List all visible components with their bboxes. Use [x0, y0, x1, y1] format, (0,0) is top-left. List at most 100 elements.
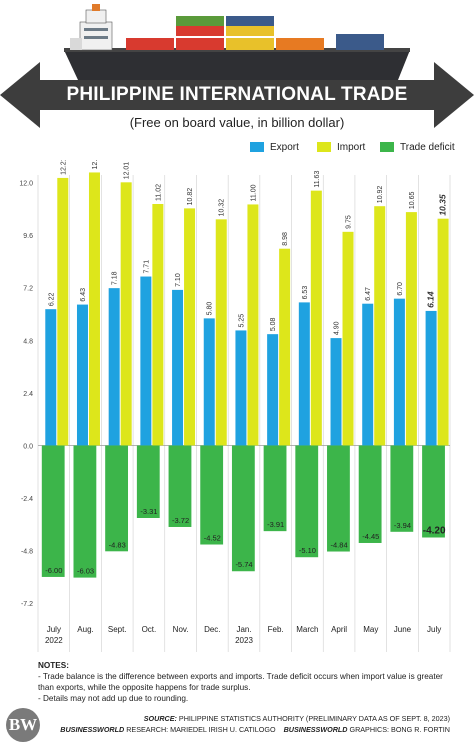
- credits-line: BUSINESSWORLD RESEARCH: MARIEDEL IRISH U…: [60, 725, 450, 734]
- deficit-value-label: -4.45: [362, 532, 379, 541]
- legend-item-import: Import: [317, 141, 365, 155]
- graphics-label-2: GRAPHICS:: [349, 725, 390, 734]
- deficit-value-label: -6.00: [45, 566, 62, 575]
- deficit-value-label: -6.03: [77, 567, 94, 576]
- export-value-label: 7.18: [112, 271, 119, 285]
- export-value-label: 6.14: [426, 291, 436, 308]
- y-tick-label: 4.8: [23, 338, 33, 345]
- notes-block: NOTES: - Trade balance is the difference…: [38, 660, 458, 704]
- source-line: SOURCE: PHILIPPINE STATISTICS AUTHORITY …: [144, 714, 450, 723]
- import-bar: [405, 212, 417, 446]
- export-bar: [45, 309, 57, 446]
- chart-title: PHILIPPINE INTERNATIONAL TRADE: [66, 84, 408, 105]
- header-illustration: [0, 4, 474, 128]
- export-bar: [235, 330, 247, 446]
- legend-label-import: Import: [337, 142, 366, 153]
- export-value-label: 4.90: [334, 321, 341, 335]
- deficit-value-label: -3.94: [394, 521, 411, 530]
- graphics-name: BONG R. FORTIN: [391, 725, 450, 734]
- research-label-2: RESEARCH:: [126, 725, 169, 734]
- trade-bar-chart: 12.0 9.6 7.2 4.8 2.4 0.0 -2.4 -4.8 -7.2 6.22 12.21…: [19, 160, 451, 652]
- export-bar: [203, 318, 215, 446]
- y-tick-label: -4.8: [21, 549, 33, 556]
- export-bar: [172, 289, 184, 446]
- y-tick-label: 0.0: [23, 443, 33, 450]
- import-bar: [57, 177, 69, 446]
- deficit-value-label: -3.72: [172, 516, 189, 525]
- deficit-bar: [136, 445, 160, 518]
- export-value-label: 5.80: [207, 302, 214, 316]
- legend-swatch-deficit: [380, 142, 394, 153]
- legend-label-deficit: Trade deficit: [400, 142, 455, 153]
- export-value-label: 7.10: [175, 273, 182, 287]
- import-bar: [247, 204, 259, 446]
- export-value-label: 7.71: [143, 260, 150, 274]
- deficit-value-label: -4.52: [204, 534, 221, 543]
- export-value-label: 6.53: [302, 286, 309, 300]
- import-value-label: 12.21: [60, 160, 67, 175]
- export-bar: [362, 303, 374, 446]
- source-label: SOURCE:: [143, 714, 177, 723]
- deficit-bar: [231, 445, 255, 572]
- import-value-label: 11.00: [250, 184, 257, 201]
- legend-item-deficit: Trade deficit: [380, 141, 455, 155]
- businessworld-logo: BW: [6, 708, 40, 742]
- import-value-label: 8.98: [282, 232, 289, 246]
- deficit-bar: [168, 445, 192, 527]
- cargo-ship-icon: [64, 4, 410, 80]
- deficit-bar: [390, 445, 414, 532]
- export-bar: [330, 338, 342, 446]
- import-bar: [152, 204, 164, 446]
- x-category-label: 2023: [235, 636, 253, 645]
- source-text: PHILIPPINE STATISTICS AUTHORITY (PRELIMI…: [178, 714, 450, 723]
- deficit-value-label: -5.10: [299, 546, 316, 555]
- x-category-label: March: [296, 625, 318, 634]
- import-value-label: 9.75: [346, 215, 353, 229]
- y-tick-label: 7.2: [23, 286, 33, 293]
- import-bar: [342, 231, 354, 446]
- import-value-label: 12.01: [124, 162, 131, 180]
- import-value-label: 10.82: [187, 188, 194, 206]
- x-category-label: Jan.: [236, 625, 251, 634]
- legend-swatch-import: [317, 142, 331, 153]
- x-category-label: June: [394, 625, 412, 634]
- deficit-value-label: -4.20: [423, 526, 446, 537]
- y-tick-label: 9.6: [23, 233, 33, 240]
- deficit-value-label: -3.91: [267, 520, 284, 529]
- import-value-label: 10.65: [409, 191, 416, 209]
- x-category-label: May: [363, 625, 378, 634]
- import-bar: [215, 219, 227, 446]
- legend-item-export: Export: [250, 141, 299, 155]
- notes-line-2: - Details may not add up due to rounding…: [38, 694, 189, 703]
- graphics-label: BUSINESSWORLD: [283, 725, 348, 734]
- export-bar: [393, 298, 405, 446]
- import-value-label: 11.63: [314, 171, 321, 188]
- deficit-value-label: -3.31: [140, 507, 157, 516]
- deficit-bar: [358, 445, 382, 543]
- deficit-value-label: -4.84: [331, 541, 348, 550]
- research-name: MARIEDEL IRISH U. CATILOGO: [170, 725, 276, 734]
- x-category-label: Sept.: [108, 625, 127, 634]
- export-value-label: 6.47: [365, 287, 372, 301]
- deficit-bar: [295, 445, 319, 558]
- title-banner: [0, 62, 474, 128]
- x-category-label: July: [427, 625, 441, 634]
- import-value-label: 12.46: [92, 160, 99, 169]
- x-category-label: July: [47, 625, 61, 634]
- y-tick-label: 12.0: [19, 181, 33, 188]
- import-bar: [184, 208, 196, 446]
- import-value-label: 10.32: [219, 199, 226, 217]
- x-category-label: 2022: [45, 636, 63, 645]
- export-bar: [140, 276, 152, 446]
- x-category-label: Nov.: [173, 625, 189, 634]
- export-value-label: 6.43: [80, 288, 87, 302]
- import-value-label: 10.92: [377, 186, 384, 204]
- export-bar: [298, 302, 310, 446]
- x-category-label: Feb.: [268, 625, 284, 634]
- x-category-label: Dec.: [204, 625, 220, 634]
- y-tick-label: -2.4: [21, 496, 33, 503]
- research-label: BUSINESSWORLD: [60, 725, 125, 734]
- export-bar: [267, 334, 279, 446]
- export-bar: [425, 310, 437, 446]
